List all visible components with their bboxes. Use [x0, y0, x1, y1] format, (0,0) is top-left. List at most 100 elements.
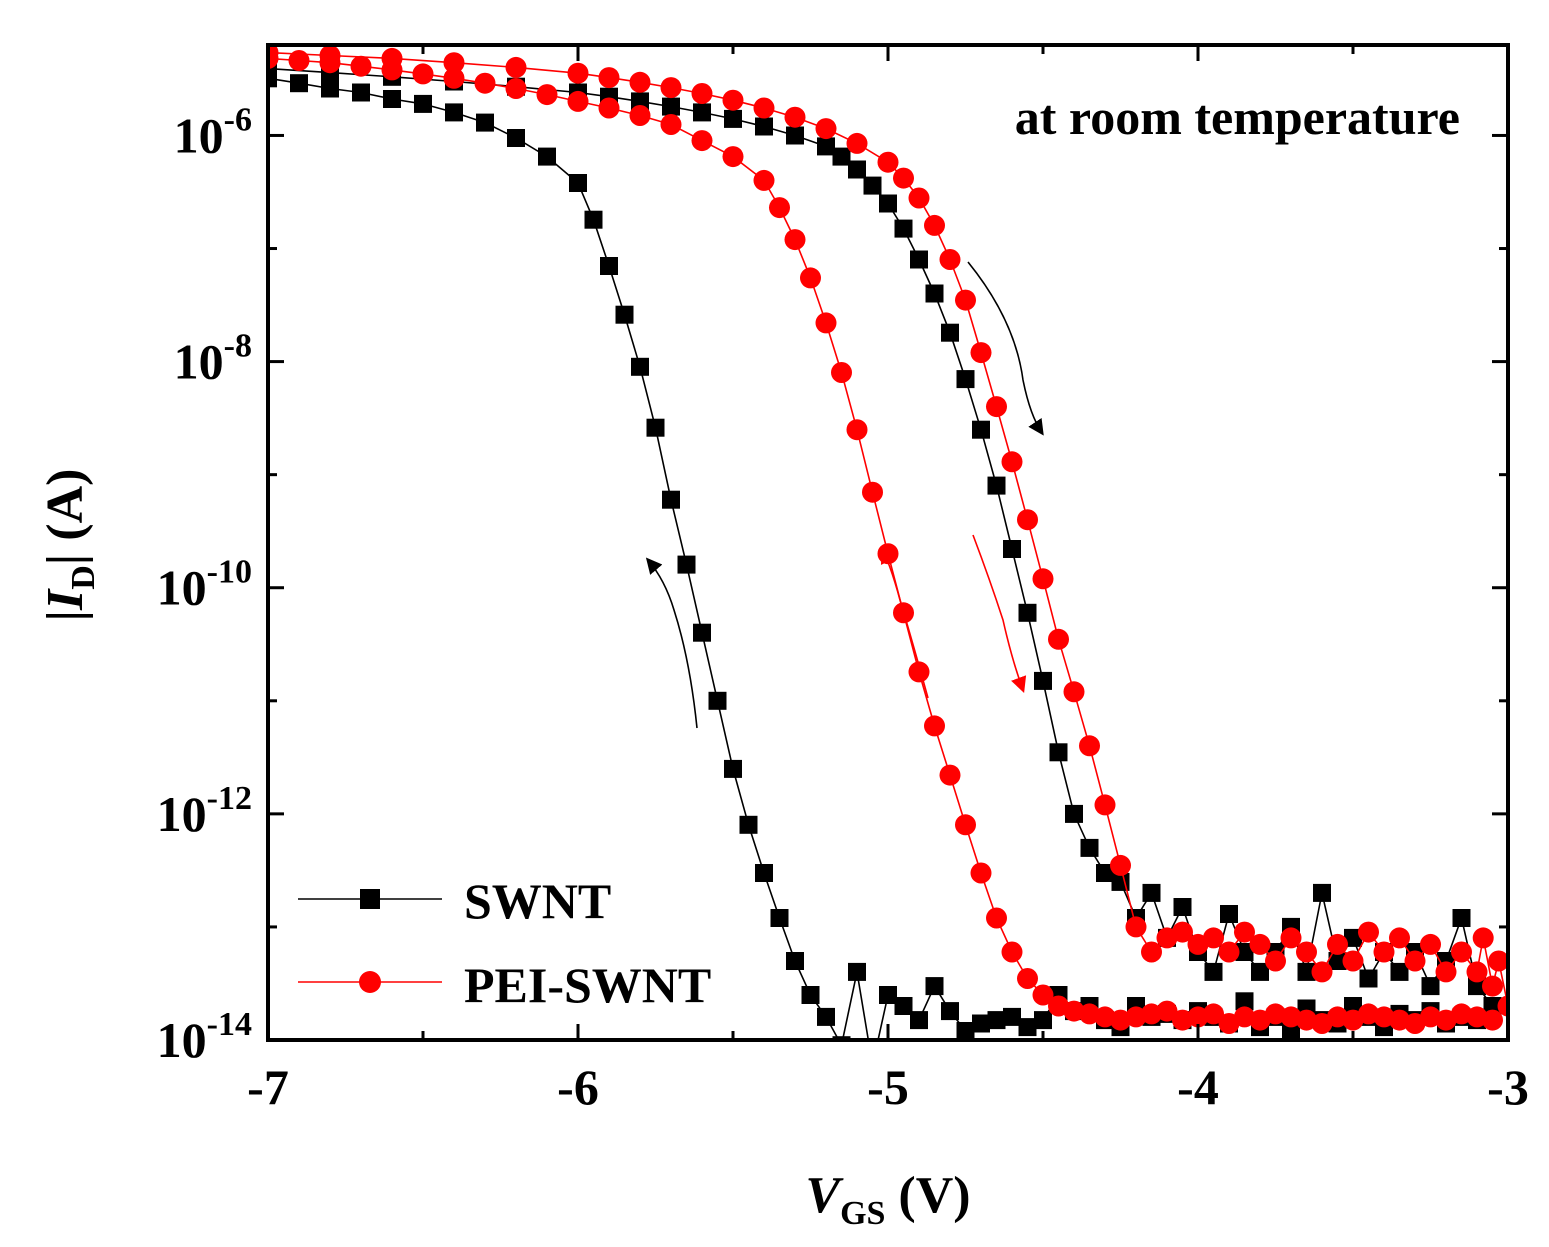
- x-tick-label: -7: [247, 1059, 289, 1115]
- x-axis-title-main: V: [805, 1167, 844, 1224]
- swnt-reverse-point-38: [894, 219, 913, 238]
- pei-forward-arrow: [972, 534, 1027, 694]
- swnt-forward-point-12: [600, 257, 618, 275]
- pei-swnt-reverse-point-20: [1218, 941, 1240, 963]
- swnt-reverse-point-36: [925, 284, 944, 303]
- pei-swnt-reverse-point-6: [1435, 961, 1457, 983]
- swnt-reverse-point-1: [1468, 977, 1486, 996]
- pei-reverse-arrow: [880, 547, 929, 699]
- pei-swnt-forward-point-30: [970, 862, 992, 884]
- swnt-reverse-point-30: [1018, 603, 1037, 622]
- swnt-forward-point-33: [925, 977, 944, 996]
- pei-swnt-reverse-point-54: [443, 52, 465, 74]
- swnt-forward-point-40: [1034, 1011, 1052, 1030]
- pei-swnt-reverse-point-16: [1280, 927, 1302, 949]
- y-tick-label-exponent: -6: [224, 101, 252, 138]
- swnt-forward-point-3: [352, 83, 370, 102]
- swnt-forward-point-25: [801, 986, 820, 1004]
- swnt-reverse-point-29: [1034, 671, 1052, 690]
- swnt-reverse-point-25: [1096, 864, 1114, 882]
- pei-swnt-forward-point-21: [831, 362, 852, 383]
- pei-swnt-reverse-point-25: [1141, 941, 1162, 963]
- swnt-reverse-point-45: [755, 117, 773, 136]
- pei-swnt-reverse-point-45: [784, 106, 806, 128]
- pei-swnt-forward-point-16: [753, 169, 775, 191]
- legend-entry-pei-swnt: PEI-SWNT: [298, 957, 711, 1013]
- pei-swnt-forward-point-36: [1063, 1000, 1085, 1022]
- swnt-reverse-arrow: [645, 557, 698, 729]
- y-tick-label: 10-12: [157, 780, 252, 842]
- y-axis-title-sub: D: [65, 565, 102, 590]
- pei-swnt-reverse-point-36: [970, 342, 992, 364]
- x-tick-label: -6: [557, 1059, 599, 1115]
- legend-marker-swnt: [360, 889, 380, 909]
- swnt-forward-point-7: [476, 113, 494, 132]
- swnt-forward-point-53: [1235, 992, 1254, 1011]
- swnt-reverse-point-0: [1483, 997, 1502, 1015]
- pei-swnt-reverse-point-31: [1048, 628, 1069, 650]
- pei-swnt-reverse-point-41: [893, 167, 914, 189]
- swnt-reverse-point-43: [817, 137, 835, 156]
- pei-swnt-reverse-point-50: [629, 71, 651, 93]
- swnt-forward-point-15: [646, 418, 665, 437]
- pei-swnt-reverse-point-14: [1311, 961, 1333, 983]
- swnt-forward-point-11: [584, 210, 603, 229]
- pei-swnt-reverse-point-17: [1265, 950, 1286, 972]
- pei-swnt-forward-point-28: [939, 764, 961, 786]
- swnt-reverse-point-47: [693, 103, 711, 122]
- y-tick-label-exponent: -10: [207, 554, 252, 591]
- y-tick-label: 10-6: [174, 101, 252, 163]
- swnt-forward-point-17: [677, 555, 696, 574]
- swnt-forward-point-20: [724, 759, 742, 778]
- swnt-reverse-point-32: [987, 476, 1006, 495]
- swnt-forward-line: [268, 77, 1493, 1040]
- pei-swnt-reverse-point-28: [1094, 794, 1116, 816]
- swnt-forward-point-10: [569, 174, 587, 192]
- swnt-forward-point-2: [321, 79, 339, 98]
- annotation-text: at room temperature: [1015, 89, 1460, 145]
- pei-swnt-reverse-point-37: [955, 289, 976, 311]
- y-tick-label: 10-14: [157, 1006, 252, 1068]
- swnt-forward-point-30: [879, 986, 897, 1004]
- pei-swnt-forward-point-5: [412, 63, 434, 85]
- pei-swnt-reverse-point-8: [1404, 950, 1426, 972]
- swnt-forward-point-39: [1018, 1018, 1037, 1037]
- pei-swnt-reverse-point-53: [505, 56, 527, 78]
- swnt-reverse-point-35: [941, 323, 959, 342]
- swnt-reverse-point-10: [1328, 952, 1347, 970]
- y-axis-title-main: I: [37, 588, 94, 611]
- legend-entry-swnt: SWNT: [298, 873, 611, 929]
- pei-swnt-reverse-point-19: [1234, 921, 1255, 943]
- y-axis-title-post: | (A): [37, 469, 94, 566]
- pei-swnt-reverse-point-0: [1497, 995, 1508, 1017]
- pei-swnt-reverse-point-7: [1420, 933, 1441, 955]
- pei-swnt-forward-point-15: [722, 146, 744, 168]
- swnt-reverse-point-40: [863, 176, 882, 195]
- y-tick-label-base: 10: [174, 107, 224, 163]
- swnt-forward-point-18: [693, 623, 711, 642]
- swnt-forward-point-4: [383, 90, 401, 108]
- swnt-forward-point-0: [268, 69, 277, 88]
- pei-swnt-forward-point-6: [443, 67, 465, 89]
- pei-swnt-forward-point-7: [474, 72, 496, 94]
- swnt-forward-point-23: [770, 909, 789, 927]
- pei-swnt-reverse-point-32: [1032, 568, 1054, 590]
- swnt-forward-point-56: [1282, 1022, 1300, 1040]
- swnt-reverse-point-17: [1220, 905, 1238, 923]
- pei-swnt-reverse-point-51: [598, 67, 620, 89]
- pei-swnt-forward-point-18: [784, 229, 806, 251]
- swnt-forward-point-34: [941, 1002, 959, 1021]
- swnt-reverse-point-12: [1297, 962, 1316, 981]
- swnt-reverse-point-16: [1235, 943, 1254, 961]
- y-tick-label: 10-10: [157, 554, 252, 616]
- pei-swnt-reverse-point-52: [567, 62, 589, 84]
- swnt-forward-point-8: [507, 129, 525, 147]
- pei-swnt-reverse-point-38: [939, 249, 961, 270]
- y-tick-label-exponent: -12: [207, 780, 252, 817]
- pei-swnt-forward-point-31: [986, 907, 1007, 929]
- x-axis-title-sub: GS: [840, 1195, 885, 1232]
- pei-swnt-reverse-point-55: [381, 47, 403, 69]
- pei-swnt-reverse-point-27: [1110, 854, 1131, 876]
- pei-swnt-reverse-point-40: [908, 187, 930, 209]
